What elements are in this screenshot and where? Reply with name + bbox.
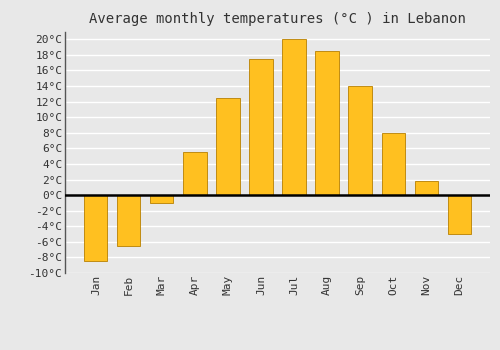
Bar — [250, 59, 272, 195]
Bar — [84, 195, 108, 261]
Bar — [414, 181, 438, 195]
Bar — [448, 195, 470, 234]
Bar — [316, 51, 338, 195]
Bar — [216, 98, 240, 195]
Bar — [348, 86, 372, 195]
Bar — [282, 39, 306, 195]
Bar — [150, 195, 174, 203]
Bar — [382, 133, 404, 195]
Title: Average monthly temperatures (°C ) in Lebanon: Average monthly temperatures (°C ) in Le… — [89, 12, 466, 26]
Bar — [184, 152, 206, 195]
Bar — [118, 195, 141, 246]
